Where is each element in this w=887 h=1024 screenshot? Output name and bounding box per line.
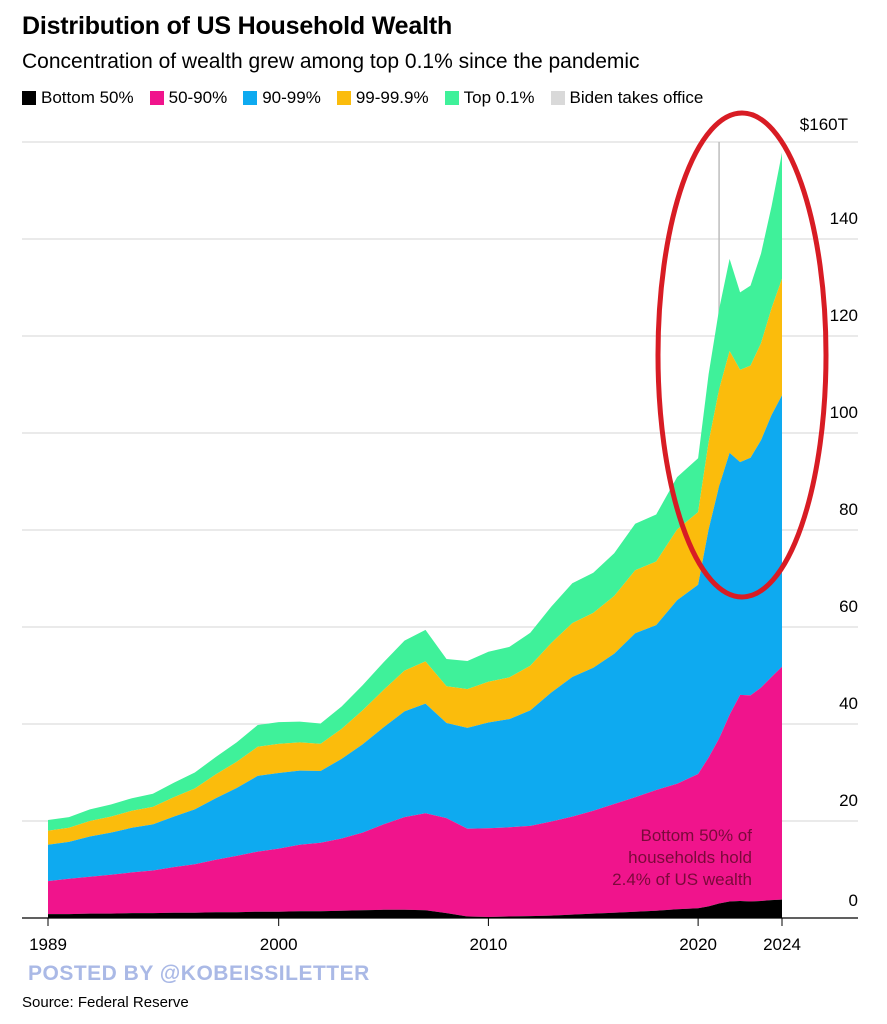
legend-item-90-99: 90-99% [243, 88, 321, 108]
legend-item-biden: Biden takes office [550, 88, 704, 108]
y-tick-label-40: 40 [839, 694, 858, 713]
legend-item-bottom50: Bottom 50% [22, 88, 134, 108]
chart-title: Distribution of US Household Wealth [22, 12, 453, 40]
area-p90_99 [48, 395, 782, 882]
legend-swatch-biden [550, 91, 565, 105]
y-tick-label-100: 100 [830, 403, 858, 422]
x-tick-label-2010: 2010 [469, 935, 507, 954]
y-tick-label-80: 80 [839, 500, 858, 519]
x-tick-label-2020: 2020 [679, 935, 717, 954]
x-tick-label-1989: 1989 [29, 935, 67, 954]
annotation-line-1: households hold [628, 848, 752, 867]
legend-label-biden: Biden takes office [569, 88, 704, 107]
y-tick-label-140: 140 [830, 209, 858, 228]
legend: Bottom 50% 50-90% 90-99% 99-99.9% Top 0.… [22, 88, 703, 108]
legend-swatch-bottom50 [22, 91, 36, 105]
y-tick-label-0: 0 [849, 891, 858, 910]
legend-label-50-90: 50-90% [168, 88, 228, 107]
area-p50_90 [48, 666, 782, 917]
area-bottom50 [48, 899, 782, 918]
y-tick-label-20: 20 [839, 791, 858, 810]
legend-swatch-top01 [444, 91, 459, 105]
legend-label-top01: Top 0.1% [463, 88, 535, 107]
annotation-line-2: 2.4% of US wealth [612, 870, 752, 889]
y-tick-label-60: 60 [839, 597, 858, 616]
legend-label-90-99: 90-99% [262, 88, 321, 107]
highlight-ellipse [655, 110, 829, 600]
x-tick-label-2024: 2024 [763, 935, 801, 954]
legend-swatch-50-90 [149, 91, 164, 105]
y-tick-label-120: 120 [830, 306, 858, 325]
legend-label-99-999: 99-99.9% [355, 88, 429, 107]
y-tick-label-160: $160T [800, 115, 848, 134]
watermark: POSTED BY @KOBEISSILETTER [28, 962, 370, 985]
annotation-line-0: Bottom 50% of [640, 826, 752, 845]
legend-swatch-90-99 [243, 91, 258, 105]
legend-swatch-99-999 [336, 91, 351, 105]
legend-item-50-90: 50-90% [149, 88, 228, 108]
x-tick-label-2000: 2000 [260, 935, 298, 954]
legend-label-bottom50: Bottom 50% [41, 88, 134, 107]
chart-subtitle: Concentration of wealth grew among top 0… [22, 50, 640, 73]
source-note: Source: Federal Reserve [22, 994, 189, 1011]
legend-item-top01: Top 0.1% [444, 88, 535, 108]
legend-item-99-999: 99-99.9% [336, 88, 429, 108]
